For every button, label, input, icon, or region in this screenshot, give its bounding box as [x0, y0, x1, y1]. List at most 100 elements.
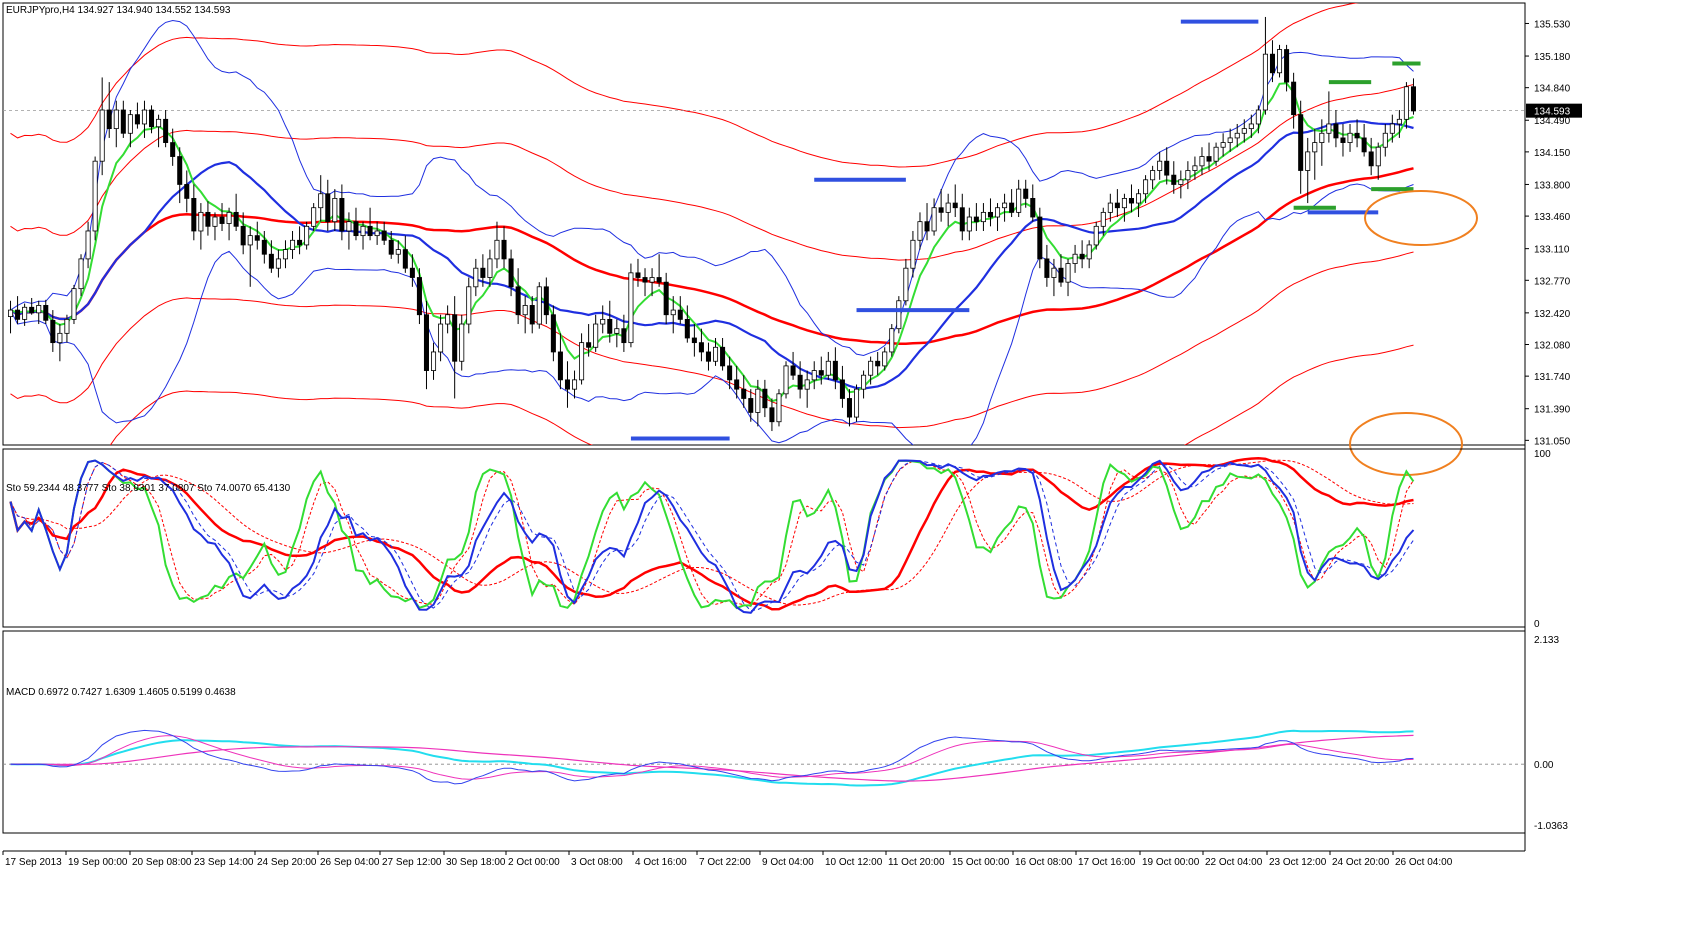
- candle[interactable]: [684, 305, 690, 343]
- candle[interactable]: [741, 375, 747, 408]
- candle[interactable]: [149, 105, 155, 134]
- candle[interactable]: [1086, 240, 1092, 269]
- candle[interactable]: [987, 198, 993, 227]
- candle[interactable]: [325, 179, 331, 231]
- candle[interactable]: [670, 296, 676, 334]
- candle[interactable]: [973, 203, 979, 231]
- candle[interactable]: [494, 221, 500, 269]
- candle[interactable]: [628, 263, 634, 348]
- candle[interactable]: [304, 221, 310, 250]
- candle[interactable]: [1065, 258, 1071, 297]
- candle[interactable]: [1136, 189, 1142, 218]
- candle[interactable]: [1093, 221, 1099, 250]
- candle[interactable]: [1044, 244, 1050, 287]
- candle[interactable]: [416, 268, 422, 325]
- candle[interactable]: [790, 351, 796, 380]
- candle[interactable]: [656, 254, 662, 287]
- candle[interactable]: [734, 365, 740, 399]
- candle[interactable]: [15, 296, 21, 325]
- candle[interactable]: [882, 347, 888, 371]
- candle[interactable]: [543, 277, 549, 325]
- candle[interactable]: [346, 212, 352, 250]
- candle[interactable]: [924, 203, 930, 241]
- candle[interactable]: [297, 226, 303, 255]
- candle[interactable]: [564, 361, 570, 408]
- candle[interactable]: [1361, 123, 1367, 157]
- candle[interactable]: [381, 221, 387, 245]
- candle[interactable]: [1128, 184, 1134, 213]
- candle[interactable]: [466, 277, 472, 334]
- candle[interactable]: [1009, 189, 1015, 218]
- candle[interactable]: [910, 230, 916, 278]
- candle[interactable]: [762, 379, 768, 418]
- candle[interactable]: [621, 314, 627, 352]
- candle[interactable]: [1220, 133, 1226, 157]
- candle[interactable]: [233, 193, 239, 231]
- candle[interactable]: [163, 110, 169, 148]
- candle[interactable]: [776, 389, 782, 427]
- candle[interactable]: [120, 100, 126, 138]
- candle[interactable]: [1206, 142, 1212, 171]
- candle[interactable]: [755, 379, 761, 427]
- candle[interactable]: [184, 170, 190, 213]
- candle[interactable]: [134, 102, 140, 129]
- candle[interactable]: [1340, 123, 1346, 157]
- candle[interactable]: [36, 300, 42, 325]
- candle[interactable]: [980, 203, 986, 231]
- candle[interactable]: [1347, 123, 1353, 152]
- candle[interactable]: [1241, 119, 1247, 143]
- candle[interactable]: [868, 356, 874, 385]
- candle[interactable]: [1305, 137, 1311, 204]
- candle[interactable]: [720, 337, 726, 371]
- candle[interactable]: [1150, 165, 1156, 190]
- candle[interactable]: [1396, 110, 1402, 138]
- candle[interactable]: [106, 82, 112, 138]
- candle[interactable]: [1121, 193, 1127, 222]
- candle[interactable]: [875, 351, 881, 376]
- candle[interactable]: [557, 333, 563, 390]
- candle[interactable]: [825, 351, 831, 380]
- candle[interactable]: [318, 175, 324, 222]
- candle[interactable]: [593, 314, 599, 352]
- candle[interactable]: [508, 249, 514, 297]
- candle[interactable]: [85, 221, 91, 269]
- candle[interactable]: [1058, 254, 1064, 287]
- candle[interactable]: [1192, 156, 1198, 180]
- candle[interactable]: [1255, 105, 1261, 134]
- stochastic-panel[interactable]: 100 0: [2, 448, 1551, 630]
- candle[interactable]: [839, 365, 845, 408]
- candle[interactable]: [600, 305, 606, 334]
- candle[interactable]: [846, 389, 852, 427]
- candle[interactable]: [536, 282, 542, 329]
- candle[interactable]: [71, 284, 77, 325]
- candle[interactable]: [1284, 44, 1290, 92]
- candle[interactable]: [1375, 142, 1381, 180]
- candle[interactable]: [1171, 161, 1177, 194]
- candle[interactable]: [127, 110, 133, 148]
- candle[interactable]: [854, 384, 860, 422]
- candle[interactable]: [50, 310, 56, 352]
- candle[interactable]: [1164, 147, 1170, 185]
- candle[interactable]: [1100, 207, 1106, 236]
- candle[interactable]: [691, 324, 697, 357]
- candle[interactable]: [1227, 128, 1233, 152]
- candle[interactable]: [1368, 137, 1374, 176]
- candle[interactable]: [1016, 179, 1022, 218]
- candle[interactable]: [402, 235, 408, 273]
- candle[interactable]: [290, 230, 296, 259]
- candle[interactable]: [1157, 151, 1163, 180]
- candle[interactable]: [1291, 72, 1297, 129]
- candle[interactable]: [473, 258, 479, 297]
- candle[interactable]: [783, 361, 789, 399]
- candle[interactable]: [550, 305, 556, 362]
- candle[interactable]: [607, 300, 613, 343]
- candle[interactable]: [177, 147, 183, 204]
- candle[interactable]: [339, 184, 345, 241]
- candle[interactable]: [586, 324, 592, 357]
- candle[interactable]: [705, 342, 711, 371]
- candle[interactable]: [282, 240, 288, 269]
- candle[interactable]: [1354, 119, 1360, 148]
- candle[interactable]: [663, 272, 669, 325]
- candle[interactable]: [360, 221, 366, 250]
